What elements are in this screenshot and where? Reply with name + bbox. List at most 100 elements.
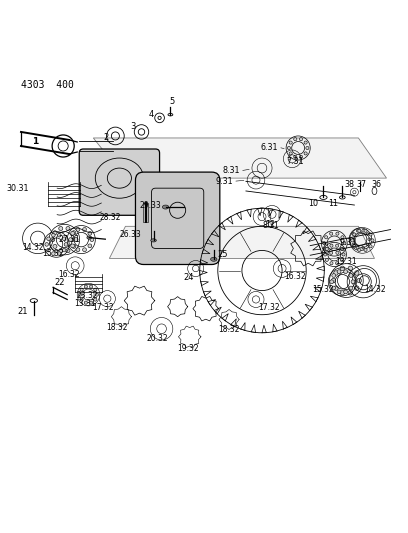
Circle shape xyxy=(364,248,367,252)
Text: 10: 10 xyxy=(308,199,318,208)
Text: 17.32: 17.32 xyxy=(93,303,114,312)
Circle shape xyxy=(357,278,361,283)
Circle shape xyxy=(336,244,339,247)
Circle shape xyxy=(66,248,70,253)
Circle shape xyxy=(330,232,333,235)
Circle shape xyxy=(369,233,372,236)
Polygon shape xyxy=(93,138,386,178)
Text: 19.32: 19.32 xyxy=(177,344,199,353)
Circle shape xyxy=(341,247,344,251)
Circle shape xyxy=(66,227,70,231)
Circle shape xyxy=(332,286,336,290)
Circle shape xyxy=(71,231,75,235)
Ellipse shape xyxy=(211,257,217,261)
Circle shape xyxy=(351,239,354,242)
Circle shape xyxy=(340,290,345,295)
Text: 18.32: 18.32 xyxy=(106,323,127,332)
Circle shape xyxy=(58,252,61,255)
Circle shape xyxy=(72,245,76,248)
Circle shape xyxy=(62,248,66,252)
Circle shape xyxy=(336,251,339,254)
Circle shape xyxy=(51,233,55,237)
Circle shape xyxy=(355,286,359,290)
Text: 1: 1 xyxy=(32,138,38,147)
Text: 8.31: 8.31 xyxy=(222,166,240,175)
Text: 22: 22 xyxy=(54,278,64,287)
Circle shape xyxy=(90,238,94,241)
Circle shape xyxy=(325,259,328,262)
Circle shape xyxy=(352,243,355,246)
Circle shape xyxy=(289,152,292,155)
Circle shape xyxy=(340,259,344,262)
Circle shape xyxy=(89,301,93,304)
Circle shape xyxy=(304,141,307,144)
Text: 7.31: 7.31 xyxy=(286,157,304,166)
Circle shape xyxy=(306,147,309,150)
Text: 26.33: 26.33 xyxy=(120,230,142,239)
Text: 6.31: 6.31 xyxy=(261,143,278,152)
Circle shape xyxy=(351,280,355,284)
Text: 13.31: 13.31 xyxy=(335,257,357,266)
Circle shape xyxy=(366,243,369,246)
Circle shape xyxy=(299,138,303,141)
Circle shape xyxy=(82,248,86,252)
Polygon shape xyxy=(109,227,375,259)
Text: 15.32: 15.32 xyxy=(42,249,64,258)
Circle shape xyxy=(304,152,307,155)
Circle shape xyxy=(51,252,55,255)
Circle shape xyxy=(74,238,78,241)
Text: 4303  400: 4303 400 xyxy=(21,80,74,90)
Circle shape xyxy=(358,229,361,232)
Text: 5: 5 xyxy=(169,97,174,106)
Circle shape xyxy=(358,248,361,252)
Circle shape xyxy=(289,141,292,144)
Text: 2: 2 xyxy=(103,133,109,142)
Circle shape xyxy=(80,288,83,291)
Circle shape xyxy=(323,241,326,245)
FancyBboxPatch shape xyxy=(79,149,160,215)
Circle shape xyxy=(59,227,63,231)
Text: 9.31: 9.31 xyxy=(340,238,357,247)
Circle shape xyxy=(53,245,57,248)
Circle shape xyxy=(344,270,348,273)
Circle shape xyxy=(58,233,61,237)
Circle shape xyxy=(356,229,359,232)
Circle shape xyxy=(344,290,348,294)
Text: 15.32: 15.32 xyxy=(313,285,334,294)
Circle shape xyxy=(88,244,92,248)
Circle shape xyxy=(299,155,303,158)
Circle shape xyxy=(330,251,333,254)
Circle shape xyxy=(325,247,328,251)
Circle shape xyxy=(53,231,57,235)
Circle shape xyxy=(71,244,75,248)
Circle shape xyxy=(51,238,55,241)
Bar xyxy=(143,203,148,222)
Circle shape xyxy=(353,233,356,236)
Circle shape xyxy=(72,231,76,235)
Circle shape xyxy=(62,237,66,240)
Ellipse shape xyxy=(162,205,169,209)
Circle shape xyxy=(330,244,333,247)
Circle shape xyxy=(331,278,336,283)
Text: 3: 3 xyxy=(130,122,135,131)
Circle shape xyxy=(330,262,333,265)
Circle shape xyxy=(64,243,68,246)
Circle shape xyxy=(340,266,345,271)
Circle shape xyxy=(94,288,97,291)
Circle shape xyxy=(348,266,353,271)
Text: 11: 11 xyxy=(328,199,338,208)
Circle shape xyxy=(340,247,344,251)
Text: 20.32: 20.32 xyxy=(147,334,169,343)
Circle shape xyxy=(355,271,359,275)
Circle shape xyxy=(325,247,328,251)
Text: 29.33: 29.33 xyxy=(139,201,161,210)
Circle shape xyxy=(78,293,82,296)
Circle shape xyxy=(45,243,49,246)
Text: 14.32: 14.32 xyxy=(22,243,44,252)
Text: 27.31: 27.31 xyxy=(59,235,80,244)
Circle shape xyxy=(349,286,353,290)
Text: 16.32: 16.32 xyxy=(58,270,80,279)
Text: 12: 12 xyxy=(265,220,275,229)
Circle shape xyxy=(95,293,98,296)
Circle shape xyxy=(337,290,341,294)
